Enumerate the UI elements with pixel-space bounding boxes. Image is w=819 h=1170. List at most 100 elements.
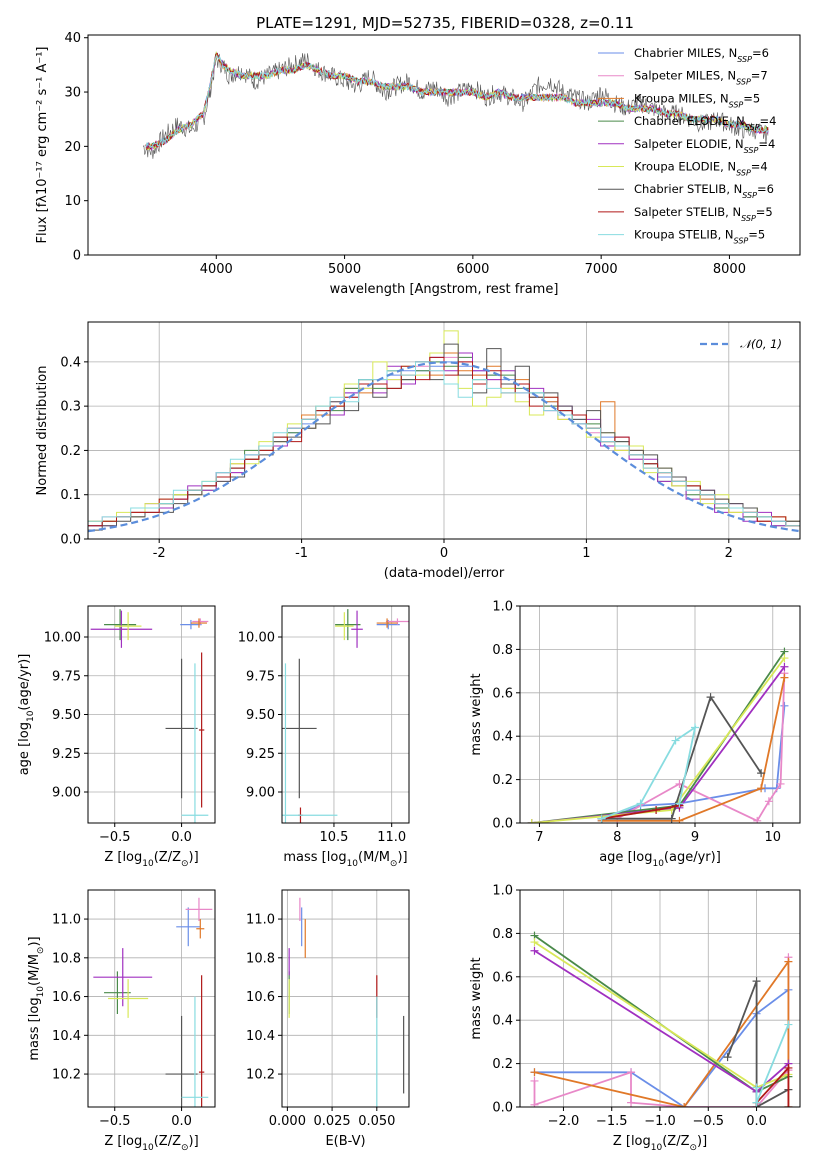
plot-area bbox=[288, 897, 405, 1107]
y-tick-label: 0.2 bbox=[60, 444, 81, 459]
y-tick-label: 10 bbox=[64, 194, 81, 209]
y-axis-label: mass [log10(M/M⊙)] bbox=[27, 936, 46, 1060]
plot-area bbox=[88, 330, 800, 539]
y-tick-label: 10.6 bbox=[52, 990, 81, 1005]
chart-panels: 4000 5000 6000 7000 8000010203040wavelength … bbox=[17, 31, 801, 1153]
legend-entry: Salpeter STELIB, NSSP=5 bbox=[634, 205, 773, 223]
x-tick-label: 0.025 bbox=[313, 1114, 350, 1129]
weight-marker bbox=[627, 1068, 636, 1077]
y-axis-label: Normed distribution bbox=[35, 366, 50, 496]
histogram-step bbox=[88, 361, 800, 539]
y-tick-label: 0.0 bbox=[60, 533, 81, 548]
x-tick-label: 8000 bbox=[713, 262, 746, 277]
y-tick-label: 0.4 bbox=[60, 355, 81, 370]
y-tick-label: 9.25 bbox=[52, 747, 81, 762]
weight-marker bbox=[530, 1076, 539, 1085]
y-tick-label: 10.00 bbox=[238, 631, 275, 646]
y-tick-label: 0.2 bbox=[492, 773, 513, 788]
y-tick-label: 0.0 bbox=[492, 1101, 513, 1116]
weight-marker bbox=[780, 673, 789, 682]
y-axis-label: age [log10(age/yr)] bbox=[17, 654, 36, 776]
weight-marker bbox=[530, 1100, 539, 1107]
x-tick-label: −0.5 bbox=[99, 1114, 131, 1129]
normal-curve bbox=[88, 361, 800, 533]
y-tick-label: 10.8 bbox=[52, 951, 81, 966]
x-tick-label: 0.0 bbox=[746, 1114, 767, 1129]
weight-marker bbox=[636, 799, 645, 808]
x-axis-label: E(B-V) bbox=[325, 1134, 365, 1149]
x-tick-label: 6000 bbox=[456, 262, 489, 277]
y-tick-label: 40 bbox=[64, 31, 81, 46]
x-tick-label: 5000 bbox=[328, 262, 361, 277]
weight-marker bbox=[671, 736, 680, 745]
plot-area bbox=[90, 609, 209, 823]
weight-marker bbox=[764, 797, 773, 806]
plot-area bbox=[282, 609, 409, 823]
legend-entry: Chabrier MILES, NSSP=6 bbox=[634, 46, 769, 64]
x-tick-label: −1.5 bbox=[596, 1114, 628, 1129]
weight-marker bbox=[784, 1103, 793, 1107]
x-tick-label: −0.5 bbox=[692, 1114, 724, 1129]
x-tick-label: 0.0 bbox=[171, 1114, 192, 1129]
weight-marker bbox=[776, 779, 785, 788]
x-tick-label: 2 bbox=[725, 546, 733, 561]
legend-entry: Kroupa MILES, NSSP=5 bbox=[634, 91, 760, 109]
x-axis-label: Z [log10(Z/Z⊙)] bbox=[613, 1134, 707, 1153]
x-tick-label: 8 bbox=[613, 830, 621, 845]
weight-marker bbox=[780, 654, 789, 663]
y-tick-label: 9.00 bbox=[246, 786, 275, 801]
weight-line bbox=[534, 989, 789, 1107]
weight-vs-Z-panel: −2.0 −1.5 −1.0 −0.5 0.0 0.0 0.2 0.4 0.6 0.8 1.0 Z [… bbox=[469, 884, 801, 1153]
x-axis-label: wavelength [Angstrom, rest frame] bbox=[330, 282, 559, 297]
plot-area bbox=[527, 647, 789, 823]
axes-frame bbox=[87, 889, 216, 1108]
y-axis-label: Flux [fλ10⁻¹⁷ erg cm⁻² s⁻¹ A⁻¹] bbox=[35, 47, 50, 244]
plot-area bbox=[530, 931, 793, 1107]
y-tick-label: 10.4 bbox=[246, 1029, 275, 1044]
y-tick-label: 20 bbox=[64, 140, 81, 155]
weight-marker bbox=[667, 814, 676, 823]
x-axis-label: age [log10(age/yr)] bbox=[599, 850, 721, 869]
legend-entry: Kroupa ELODIE, NSSP=4 bbox=[634, 160, 768, 178]
weight-marker bbox=[652, 805, 661, 814]
x-tick-label: 10 bbox=[765, 830, 782, 845]
weight-marker bbox=[527, 819, 536, 823]
weight-vs-age-panel: 7 8 9 10 0.0 0.2 0.4 0.6 0.8 1.0 age [log10(age/yr… bbox=[469, 600, 801, 869]
y-tick-label: 30 bbox=[64, 86, 81, 101]
weight-marker bbox=[784, 957, 793, 966]
weight-marker bbox=[723, 1053, 732, 1062]
x-tick-label: −1.0 bbox=[644, 1114, 676, 1129]
legend-entry: Chabrier STELIB, NSSP=6 bbox=[634, 182, 774, 200]
weight-line bbox=[616, 673, 786, 822]
y-tick-label: 10.00 bbox=[44, 631, 81, 646]
y-axis-label: mass weight bbox=[469, 957, 484, 1039]
axes-frame bbox=[519, 605, 801, 824]
y-tick-label: 10.6 bbox=[246, 990, 275, 1005]
figure-title: PLATE=1291, MJD=52735, FIBERID=0328, z=0… bbox=[256, 14, 634, 32]
x-tick-label: 10.5 bbox=[319, 830, 348, 845]
y-tick-label: 0.3 bbox=[60, 400, 81, 415]
y-tick-label: 0.6 bbox=[492, 686, 513, 701]
spectrum-panel: 4000 5000 6000 7000 8000 0 10 20 30 40 wavelength … bbox=[35, 31, 801, 297]
y-tick-label: 9.50 bbox=[52, 708, 81, 723]
x-axis-label: Z [log10(Z/Z⊙)] bbox=[104, 850, 198, 869]
y-tick-label: 10.2 bbox=[52, 1068, 81, 1083]
residuals-legend: 𝒩(0, 1) bbox=[700, 337, 782, 351]
x-axis-label: mass [log10(M/M⊙)] bbox=[283, 850, 407, 869]
y-tick-label: 10.8 bbox=[246, 951, 275, 966]
y-tick-label: 0.0 bbox=[492, 817, 513, 832]
x-tick-label: −0.5 bbox=[99, 830, 131, 845]
weight-marker bbox=[780, 701, 789, 710]
x-tick-label: 7 bbox=[535, 830, 543, 845]
mass-vs-ebv-panel: 0.000 0.025 0.050 10.2 10.4 10.6 10.8 11.0 E(B-V… bbox=[246, 889, 410, 1149]
x-tick-label: 9 bbox=[691, 830, 699, 845]
x-tick-label: 0.000 bbox=[269, 1114, 306, 1129]
legend-entry: Chabrier ELODIE, NSSP=4 bbox=[634, 114, 776, 132]
x-tick-label: 4000 bbox=[200, 262, 233, 277]
weight-marker bbox=[706, 693, 715, 702]
y-tick-label: 0.2 bbox=[492, 1057, 513, 1072]
y-tick-label: 10.2 bbox=[246, 1068, 275, 1083]
weight-line bbox=[601, 677, 786, 822]
weight-marker bbox=[753, 816, 762, 823]
